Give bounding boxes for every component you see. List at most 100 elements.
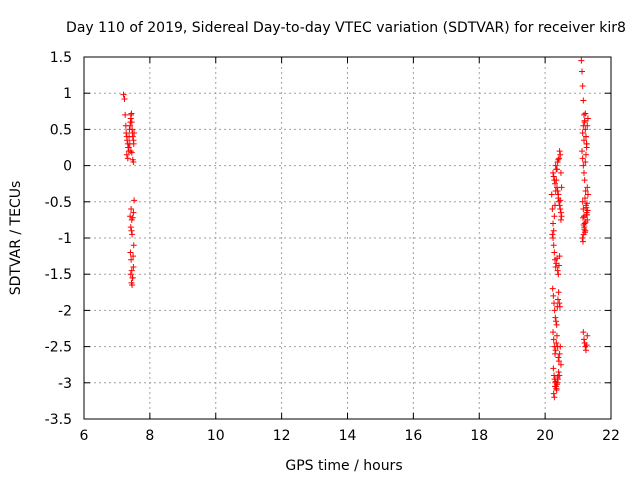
data-point <box>130 158 137 165</box>
y-tick-label: 1 <box>63 86 72 102</box>
data-point <box>130 263 137 270</box>
data-point <box>557 361 564 368</box>
data-point <box>557 169 564 176</box>
data-point <box>121 95 128 102</box>
data-point <box>580 336 587 343</box>
data-point <box>549 231 556 238</box>
data-point <box>552 378 559 385</box>
data-point <box>579 130 586 137</box>
data-point <box>550 390 557 397</box>
data-point <box>552 180 559 187</box>
data-point <box>554 374 561 381</box>
data-point <box>578 57 585 64</box>
data-points <box>120 57 591 401</box>
data-point <box>579 68 586 75</box>
data-point <box>129 274 136 281</box>
data-point <box>581 195 588 202</box>
data-point <box>557 206 564 213</box>
data-point <box>128 110 135 117</box>
data-point <box>131 197 138 204</box>
data-point <box>127 249 134 256</box>
data-point <box>553 385 560 392</box>
data-point <box>580 122 587 129</box>
chart-title: Day 110 of 2019, Sidereal Day-to-day VTE… <box>66 20 626 36</box>
data-point <box>551 177 558 184</box>
y-axis-title: SDTVAR / TECUs <box>8 181 24 296</box>
y-tick-label: -2 <box>58 303 72 319</box>
data-point <box>555 354 562 361</box>
data-point <box>128 267 135 274</box>
data-point <box>579 148 586 155</box>
x-tick-label: 10 <box>207 428 225 444</box>
data-point <box>556 303 563 310</box>
data-point <box>548 191 555 198</box>
data-point <box>554 187 561 194</box>
data-point <box>582 187 589 194</box>
data-point <box>128 206 135 213</box>
data-point <box>583 211 590 218</box>
data-point <box>582 126 589 133</box>
y-tick-label: -1.5 <box>45 267 72 283</box>
data-point <box>582 110 589 117</box>
data-point <box>550 365 557 372</box>
data-point <box>551 394 558 401</box>
data-point <box>553 321 560 328</box>
data-point <box>127 148 134 155</box>
data-point <box>120 91 127 98</box>
data-point <box>550 173 557 180</box>
data-point <box>549 285 556 292</box>
data-point <box>556 253 563 260</box>
data-point <box>557 151 564 158</box>
data-point <box>552 347 559 354</box>
data-point <box>582 151 589 158</box>
data-point <box>127 213 134 220</box>
y-tick-label: 0 <box>63 159 72 175</box>
data-point <box>129 282 136 289</box>
data-point <box>553 381 560 388</box>
data-point <box>555 191 562 198</box>
data-point <box>554 296 561 303</box>
data-point <box>550 227 557 234</box>
data-point <box>125 144 132 151</box>
data-point <box>579 82 586 89</box>
data-point <box>580 238 587 245</box>
data-point <box>558 213 565 220</box>
data-point <box>556 202 563 209</box>
data-point <box>553 166 560 173</box>
data-point <box>550 169 557 176</box>
data-point <box>122 111 129 118</box>
data-point <box>583 204 590 211</box>
data-point <box>580 169 587 176</box>
x-tick-label: 8 <box>145 428 154 444</box>
data-point <box>581 226 588 233</box>
data-point <box>579 155 586 162</box>
data-point <box>130 242 137 249</box>
x-tick-label: 12 <box>273 428 291 444</box>
data-point <box>555 271 562 278</box>
y-tick-label: 0.5 <box>50 122 72 138</box>
data-point <box>550 336 557 343</box>
data-point <box>551 213 558 220</box>
y-tick-label: -3 <box>58 376 72 392</box>
data-point <box>124 137 131 144</box>
y-tick-label: 1.5 <box>50 50 72 66</box>
data-point <box>581 229 588 236</box>
data-point <box>555 155 562 162</box>
data-point <box>580 137 587 144</box>
data-point <box>579 235 586 241</box>
y-tick-label: -1 <box>58 231 72 247</box>
data-point <box>556 300 563 307</box>
data-point <box>581 177 588 184</box>
data-point <box>127 271 134 278</box>
data-point <box>555 289 562 296</box>
x-tick-label: 14 <box>339 428 357 444</box>
data-point <box>584 184 591 191</box>
x-tick-label: 16 <box>404 428 422 444</box>
data-point <box>555 262 562 269</box>
data-point <box>128 119 135 126</box>
x-tick-label: 18 <box>470 428 488 444</box>
grid-lines <box>84 57 611 419</box>
data-point <box>551 307 558 314</box>
data-point <box>131 130 138 137</box>
